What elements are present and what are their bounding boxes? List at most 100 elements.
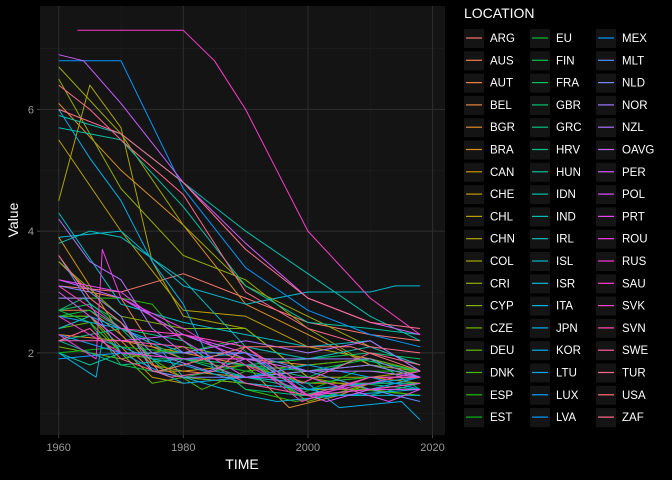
legend-item-can: CAN — [464, 162, 514, 182]
series-line-isr — [58, 230, 421, 305]
legend-item-bgr: BGR — [464, 118, 515, 138]
legend-label: CAN — [490, 167, 514, 179]
legend-item-che: CHE — [464, 185, 515, 205]
legend-item-irl: IRL — [530, 229, 575, 249]
legend-item-cri: CRI — [464, 274, 510, 294]
legend-label: CHE — [490, 189, 515, 201]
legend-item-bel: BEL — [464, 95, 512, 115]
legend-item-lux: LUX — [530, 385, 579, 405]
legend-item-zaf: ZAF — [596, 408, 644, 428]
legend-label: NOR — [622, 100, 648, 112]
legend-label: GRC — [556, 122, 582, 134]
legend-item-cze: CZE — [464, 318, 513, 338]
y-axis-ticks: 2 4 6 — [28, 104, 40, 360]
legend-item-isl: ISL — [530, 252, 574, 271]
legend-label: KOR — [556, 345, 581, 357]
legend-item-oavg: OAVG — [596, 140, 654, 160]
legend-label: FRA — [556, 78, 579, 90]
legend-label: IND — [556, 211, 576, 223]
legend-label: CYP — [490, 301, 514, 313]
legend-item-mlt: MLT — [596, 51, 644, 71]
legend-label: ITA — [556, 301, 573, 313]
series-lines — [58, 29, 421, 421]
y-axis-label: Value — [5, 202, 21, 237]
legend-label: SVK — [622, 301, 645, 313]
legend-label: JPN — [556, 323, 578, 335]
legend-item-rou: ROU — [596, 229, 648, 249]
legend-item-svn: SVN — [596, 318, 646, 338]
series-line-swe — [58, 328, 421, 384]
legend-item-lva: LVA — [530, 408, 576, 428]
legend-item-svk: SVK — [596, 296, 645, 316]
legend-label: FIN — [556, 55, 575, 67]
legend-item-deu: DEU — [464, 341, 514, 361]
legend-label: AUS — [490, 55, 514, 67]
series-line-zaf — [58, 108, 421, 329]
y-tick-label: 4 — [28, 226, 34, 238]
y-tick-label: 6 — [28, 104, 34, 116]
legend-item-kor: KOR — [530, 341, 581, 361]
legend-item-eu: EU — [530, 29, 572, 48]
legend-item-nor: NOR — [596, 95, 648, 115]
x-tick-label: 2000 — [296, 442, 320, 454]
legend-item-aus: AUS — [464, 51, 514, 71]
legend-label: BGR — [490, 122, 515, 134]
legend-label: HUN — [556, 167, 581, 179]
legend-label: POL — [622, 189, 646, 201]
legend-label: IRL — [556, 234, 575, 246]
x-axis-label: TIME — [225, 456, 258, 472]
legend-item-mex: MEX — [596, 29, 647, 48]
legend-item-bra: BRA — [464, 140, 514, 160]
legend-label: BEL — [490, 100, 512, 112]
x-tick-label: 1960 — [46, 442, 70, 454]
legend-item-grc: GRC — [530, 118, 582, 138]
legend-item-ita: ITA — [530, 296, 573, 316]
x-tick-label: 2020 — [420, 442, 444, 454]
legend-label: ARG — [490, 33, 515, 45]
legend-item-fra: FRA — [530, 73, 579, 93]
legend-label: PRT — [622, 211, 645, 223]
legend-label: LUX — [556, 390, 579, 402]
legend-item-gbr: GBR — [530, 95, 581, 115]
legend-label: PER — [622, 167, 646, 179]
y-tick-label: 2 — [28, 348, 34, 360]
legend-item-ind: IND — [530, 207, 576, 227]
legend-item-aut: AUT — [464, 73, 513, 93]
legend-label: BRA — [490, 145, 514, 157]
legend-label: EU — [556, 33, 572, 45]
legend-label: EST — [490, 412, 512, 424]
series-line-usa — [58, 255, 421, 372]
legend-label: OAVG — [622, 145, 654, 157]
legend-item-pol: POL — [596, 185, 646, 205]
legend-item-chn: CHN — [464, 229, 515, 249]
series-line-pol — [58, 291, 421, 402]
series-line-svn — [58, 340, 421, 396]
legend-item-idn: IDN — [530, 185, 576, 205]
x-axis-ticks: 1960 1980 2000 2020 — [46, 435, 445, 454]
legend-items: ARG AUS AUT BEL BGR BRA CAN CHE CHL CHN COL CRI CYP C… — [464, 29, 654, 428]
legend-label: USA — [622, 390, 646, 402]
series-line-irl — [58, 230, 421, 366]
legend-label: DEU — [490, 345, 514, 357]
legend-label: SVN — [622, 323, 646, 335]
legend-label: MLT — [622, 55, 644, 67]
legend-label: LVA — [556, 412, 576, 424]
legend-label: NLD — [622, 78, 645, 90]
legend-item-arg: ARG — [464, 29, 515, 48]
series-line-prt — [58, 279, 421, 402]
legend-item-est: EST — [464, 408, 512, 428]
legend-item-jpn: JPN — [530, 318, 578, 338]
legend-label: MEX — [622, 33, 647, 45]
series-line-nzl — [58, 218, 421, 372]
legend-item-dnk: DNK — [464, 363, 515, 383]
x-tick-label: 1980 — [171, 442, 195, 454]
series-line-chn — [58, 84, 421, 378]
legend-label: GBR — [556, 100, 581, 112]
legend-item-fin: FIN — [530, 51, 575, 71]
legend-label: ZAF — [622, 412, 644, 424]
series-line-rou — [58, 248, 421, 396]
legend-label: ISL — [556, 256, 574, 268]
legend-label: HRV — [556, 145, 580, 157]
legend-item-hrv: HRV — [530, 140, 580, 160]
